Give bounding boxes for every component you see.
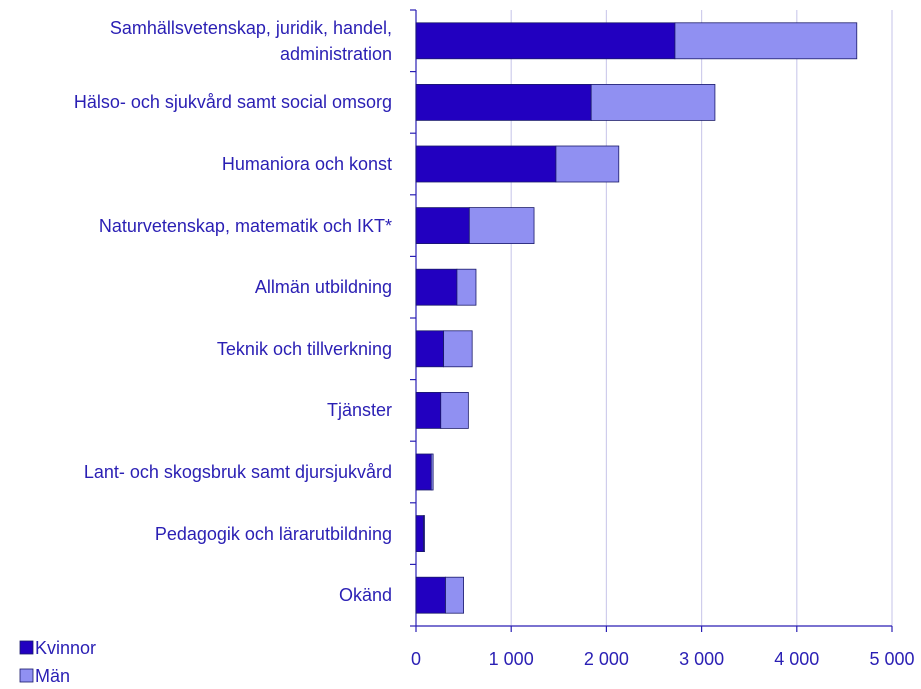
legend-label: Män	[35, 666, 71, 686]
x-tick-label: 1 000	[488, 649, 534, 669]
bar-segment	[415, 268, 458, 306]
bar-segment	[415, 391, 442, 429]
y-tick-label: Naturvetenskap, matematik och IKT*	[98, 215, 392, 236]
y-tick-label: Teknik och tillverkning	[216, 338, 392, 359]
bar-segment	[415, 453, 432, 491]
y-tick-label: Allmän utbildning	[254, 277, 392, 298]
bar-segment	[415, 330, 445, 368]
bar-segment	[440, 391, 469, 429]
bar-segment	[456, 268, 477, 306]
y-tick-label: Tjänster	[326, 400, 392, 421]
legend-swatch	[19, 640, 34, 655]
x-tick-label: 5 000	[869, 649, 915, 669]
legend-swatch	[19, 668, 34, 683]
bar-segment	[415, 515, 425, 552]
x-tick-label: 4 000	[774, 649, 820, 669]
bar-segment	[415, 145, 557, 183]
bar-segment	[590, 84, 716, 121]
bar-segment	[423, 515, 425, 552]
bar-segment	[445, 576, 464, 614]
y-tick-label: Pedagogik och lärarutbildning	[154, 523, 392, 544]
bar-segment	[674, 22, 858, 60]
bar-segment	[415, 22, 676, 60]
bar-segment	[415, 84, 592, 121]
y-tick-label: Samhällsvetenskap, juridik, handel, admi…	[109, 17, 392, 64]
y-tick-label: Okänd	[338, 585, 392, 606]
bar-segment	[415, 576, 446, 614]
bar-segment	[443, 330, 473, 368]
bar-segment	[555, 145, 620, 183]
bar-segment	[468, 207, 535, 245]
y-tick-label: Humaniora och konst	[221, 154, 392, 174]
bar-segment	[415, 207, 470, 245]
x-tick-label: 2 000	[583, 649, 629, 669]
bar-segment	[430, 453, 434, 491]
y-tick-label: Hälso- och sjukvård samt social omsorg	[73, 92, 392, 113]
y-tick-label: Lant- och skogsbruk samt djursjukvård	[83, 462, 392, 482]
legend-label: Kvinnor	[35, 638, 97, 658]
x-tick-label: 0	[410, 649, 422, 669]
x-tick-label: 3 000	[679, 649, 725, 669]
